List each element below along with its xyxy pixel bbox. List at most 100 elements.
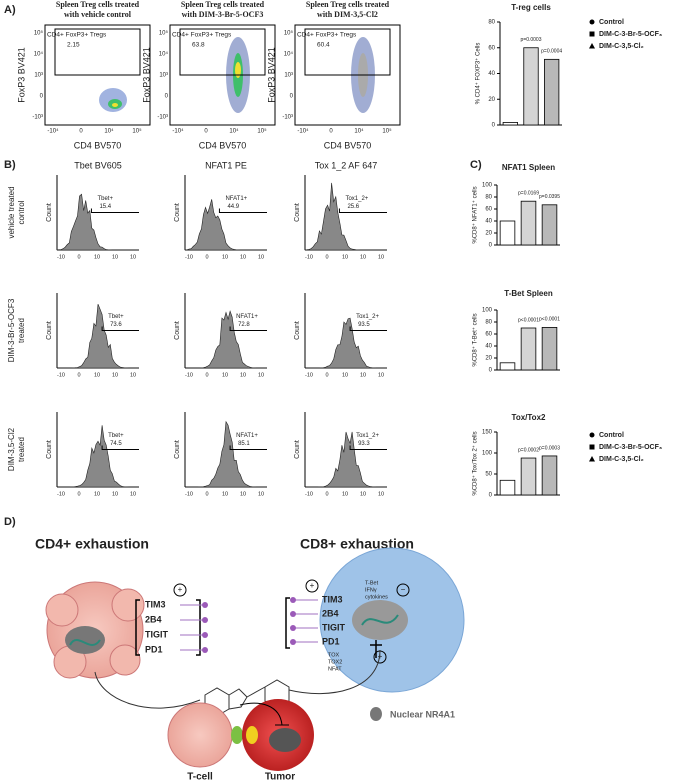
legend-marker: [589, 432, 595, 438]
gate-label: NFAT1+: [236, 314, 258, 320]
legend-label: DIM-C-3,5-Cl₂: [599, 456, 644, 463]
y-tick-label: 0: [165, 94, 169, 100]
x-tick-label: 10: [342, 491, 348, 497]
legend-marker: [589, 19, 595, 25]
histogram: [56, 193, 139, 251]
x-tick-label: 10: [360, 254, 366, 260]
gate: [338, 208, 387, 213]
x-tick-label: 0: [325, 491, 328, 497]
legend-label: DIM-C-3-Br-5-OCF₃: [599, 444, 662, 451]
x-tick-label: 10: [130, 491, 136, 497]
x-tick-label: 0: [77, 372, 80, 378]
sign-circle: [173, 583, 187, 597]
y-tick-label: 100: [482, 308, 493, 314]
p-value: p<0.0001: [518, 317, 539, 323]
x-tick-label: -10: [185, 254, 193, 260]
nucleus: [352, 600, 408, 640]
y-axis-label: Count: [46, 203, 53, 222]
y-tick-label: 100: [482, 183, 493, 189]
x-axis-label: CD4 BV570: [324, 140, 372, 150]
gate-value: 25.6: [347, 204, 359, 210]
x-tick-label: 0: [204, 129, 208, 135]
gate: [101, 445, 139, 450]
marker-label: TIGIT: [322, 622, 345, 632]
cd4-cell: TIM3 2B4 TIGIT PD1 +: [45, 581, 208, 679]
plot-title: Spleen Treg cells treated: [181, 0, 265, 9]
x-tick-label: -10⁴: [47, 128, 59, 135]
x-tick-label: 10: [222, 491, 228, 497]
gate: [304, 28, 391, 76]
histogram: [184, 199, 267, 251]
diagram-title: CD4+ exhaustion: [35, 536, 149, 552]
histogram: [57, 303, 139, 369]
arrow: [94, 671, 201, 709]
y-tick-label: 20: [485, 356, 492, 362]
x-tick-label: 0: [205, 254, 208, 260]
y-tick-label: -10³: [157, 115, 168, 121]
gate-value: 73.6: [110, 322, 122, 328]
gate-value: 60.4: [317, 42, 330, 49]
y-tick-label: 0: [290, 94, 294, 100]
y-tick-label: 20: [485, 231, 492, 237]
y-axis-label: %CD8⁺ T-Bet⁺ cells: [472, 313, 479, 366]
gate-label: NFAT1+: [236, 433, 258, 439]
y-tick-label: 40: [488, 71, 495, 77]
bar: [499, 362, 516, 371]
y-tick-label: 80: [485, 195, 492, 201]
y-tick-label: 150: [482, 430, 493, 436]
plot-title: Spleen Treg cells treated: [306, 0, 390, 9]
marker-label: TIGIT: [145, 629, 168, 639]
x-tick-label: 10: [112, 491, 118, 497]
legend-label: Control: [599, 432, 624, 439]
plot-frame: [294, 24, 401, 126]
p-value: p=0.0004: [541, 49, 562, 55]
row-label: DIM-3-Br-5-OCF3: [7, 298, 16, 362]
row-label: vehicle treated: [7, 186, 16, 238]
bar: [499, 479, 516, 496]
x-tick-label: -10: [305, 491, 313, 497]
x-tick-label: 10: [112, 254, 118, 260]
bar: [544, 58, 560, 126]
gate-label: CD4+ FoxP3+ Tregs: [297, 32, 357, 39]
dna: [69, 639, 101, 646]
row-label: treated: [17, 318, 26, 343]
x-tick-label: 10: [94, 254, 100, 260]
gate-label: Tbet+: [108, 314, 124, 320]
y-tick-label: 10³: [34, 73, 43, 79]
plot-title: with vehicle control: [64, 10, 132, 19]
histogram: [57, 425, 139, 488]
gate-label: NFAT1+: [225, 196, 247, 202]
plot-frame: [169, 24, 276, 126]
nucleus: [269, 728, 301, 752]
gate-value: 93.5: [358, 322, 370, 328]
histogram: [304, 182, 387, 251]
plot-title: Spleen Treg cells treated: [56, 0, 140, 9]
y-axis-label: Count: [174, 321, 181, 340]
bar: [499, 220, 516, 246]
y-axis-label: %CD8⁺ Tox/Tox 2⁺ cells: [472, 431, 479, 495]
receptor-head: [202, 602, 208, 608]
panel-label: D): [4, 516, 16, 528]
gate-label: Tbet+: [97, 196, 113, 202]
p-value: p=0.0003: [539, 445, 560, 451]
x-tick-label: -10: [305, 254, 313, 260]
gate-label: Tox1_2+: [356, 433, 379, 439]
x-tick-label: 10⁵: [132, 128, 142, 135]
y-axis-label: Count: [294, 321, 301, 340]
gate-label: Tox1_2+: [345, 196, 368, 202]
x-tick-label: 0: [205, 491, 208, 497]
histogram: [185, 310, 267, 369]
y-tick-label: 0: [489, 493, 493, 499]
y-tick-label: 0: [492, 123, 496, 129]
x-tick-label: 10: [378, 491, 384, 497]
gate-value: 44.9: [227, 204, 239, 210]
x-tick-label: 0: [77, 254, 80, 260]
y-axis-label: FoxP3 BV421: [16, 47, 26, 103]
legend-marker: [589, 31, 595, 37]
bar: [520, 457, 537, 496]
bar: [520, 327, 537, 371]
x-tick-label: 10: [94, 491, 100, 497]
marker-label: PD1: [145, 644, 163, 654]
x-tick-label: 0: [325, 254, 328, 260]
row-label: control: [17, 200, 26, 224]
